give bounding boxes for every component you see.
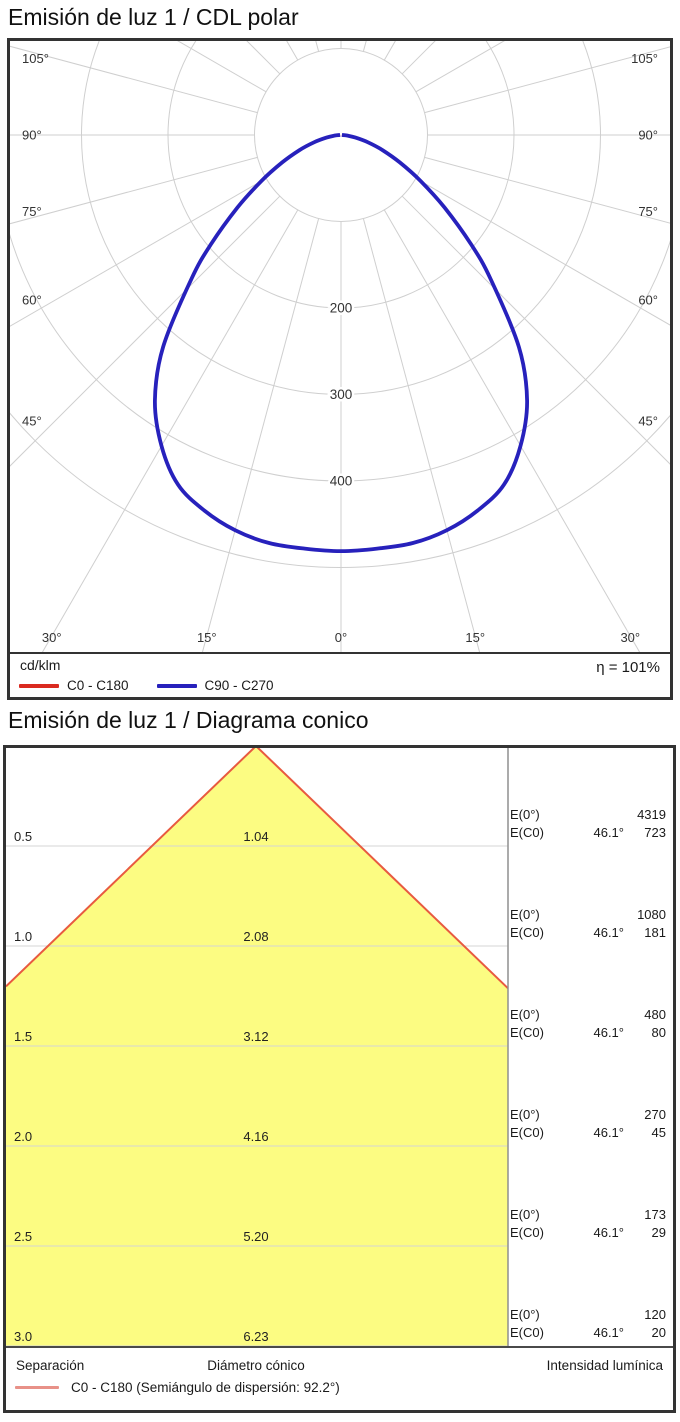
- e0-label: E(0°): [510, 1307, 540, 1322]
- polar-angle-tick-label: 60°: [22, 293, 42, 308]
- separation-value-label: 3.0: [14, 1329, 32, 1344]
- e0-value: 480: [644, 1007, 666, 1022]
- polar-angle-tick-label: 15°: [465, 630, 485, 645]
- e0-label: E(0°): [510, 1107, 540, 1122]
- ec0-value: 29: [651, 1225, 666, 1240]
- illuminance-row-1.0m: E(0°) 1080 E(C0) 46.1° 181: [510, 906, 673, 942]
- polar-diagram-panel: 0° 15° 15° 30° 30° 45° 45° 60° 60° 75° 75° 90° 90° 10…: [7, 38, 673, 700]
- polar-ring-value-label: 300: [330, 387, 353, 402]
- cone-diameter-value-label: 1.04: [243, 829, 268, 844]
- polar-angle-tick-label: 30°: [42, 630, 62, 645]
- polar-intensity-chart: 0° 15° 15° 30° 30° 45° 45° 60° 60° 75° 75° 90° 90° 10…: [10, 41, 670, 652]
- separation-value-label: 1.0: [14, 929, 32, 944]
- beam-half-angle: 46.1°: [593, 925, 624, 940]
- polar-angle-tick-label: 90°: [638, 128, 658, 143]
- polar-legend: cd/klm η = 101% C0 - C180 C90 - C270: [10, 652, 670, 697]
- illuminance-panel: E(0°) 4319 E(C0) 46.1° 723 E(0°) 1080 E(C0) 4…: [510, 748, 673, 1346]
- polar-ring-value-label: 200: [330, 301, 353, 316]
- cone-footer: Separación Diámetro cónico Intensidad lu…: [6, 1346, 673, 1410]
- ec0-value: 181: [644, 925, 666, 940]
- polar-angle-tick-label: 90°: [22, 128, 42, 143]
- e0-value: 270: [644, 1107, 666, 1122]
- polar-angle-tick-label: 105°: [631, 51, 658, 66]
- c90-c270-line-swatch: [156, 683, 197, 688]
- e0-label: E(0°): [510, 1207, 540, 1222]
- beam-half-angle: 46.1°: [593, 1025, 624, 1040]
- e0-value: 1080: [637, 907, 666, 922]
- separation-column-label: Separación: [16, 1358, 85, 1373]
- separation-value-label: 2.5: [14, 1229, 32, 1244]
- polar-angle-tick-label: 75°: [22, 204, 42, 219]
- polar-efficiency-label: η = 101%: [596, 659, 660, 676]
- polar-diagram-title: Emisión de luz 1 / CDL polar: [8, 4, 299, 30]
- e0-value: 173: [644, 1207, 666, 1222]
- polar-units-label: cd/klm: [20, 657, 61, 673]
- polar-angle-tick-label: 30°: [620, 630, 640, 645]
- illuminance-row-1.5m: E(0°) 480 E(C0) 46.1° 80: [510, 1006, 673, 1042]
- ec0-value: 80: [651, 1025, 666, 1040]
- polar-angle-tick-label: 0°: [335, 630, 347, 645]
- cone-diameter-value-label: 3.12: [243, 1029, 268, 1044]
- illuminance-row-2.0m: E(0°) 270 E(C0) 46.1° 45: [510, 1106, 673, 1142]
- cone-diagram-title: Emisión de luz 1 / Diagrama conico: [8, 707, 369, 733]
- e0-value: 4319: [637, 807, 666, 822]
- cone-legend: C0 - C180 (Semiángulo de dispersión: 92.…: [15, 1380, 340, 1395]
- cone-diameter-value-label: 4.16: [243, 1129, 268, 1144]
- polar-angle-tick-label: 75°: [638, 204, 658, 219]
- ec0-value: 45: [651, 1125, 666, 1140]
- beam-half-angle: 46.1°: [593, 825, 624, 840]
- beam-half-angle: 46.1°: [593, 1125, 624, 1140]
- cone-diameter-value-label: 6.23: [243, 1329, 268, 1344]
- ec0-label: E(C0): [510, 1225, 544, 1240]
- ec0-label: E(C0): [510, 1025, 544, 1040]
- polar-curve-c90-c270: [152, 133, 530, 553]
- c0-c180-line-swatch: [15, 1386, 59, 1389]
- e0-label: E(0°): [510, 1007, 540, 1022]
- ec0-label: E(C0): [510, 1325, 544, 1340]
- ec0-label: E(C0): [510, 825, 544, 840]
- polar-angle-tick-label: 45°: [22, 414, 42, 429]
- intensity-column-label: Intensidad lumínica: [546, 1358, 663, 1373]
- polar-angle-tick-label: 60°: [638, 293, 658, 308]
- cone-legend-label: C0 - C180 (Semiángulo de dispersión: 92.…: [71, 1380, 340, 1395]
- cone-left-edge: [6, 748, 256, 988]
- cone-diameter-value-label: 5.20: [243, 1229, 268, 1244]
- beam-half-angle: 46.1°: [593, 1325, 624, 1340]
- cone-diameter-value-label: 2.08: [243, 929, 268, 944]
- separation-value-label: 1.5: [14, 1029, 32, 1044]
- e0-value: 120: [644, 1307, 666, 1322]
- cone-diagram-panel: 0.5 1.04 1.0 2.08 1.5 3.12 2.0 4.16 2.5 5.20 3.0 6.…: [3, 745, 676, 1413]
- beam-half-angle: 46.1°: [593, 1225, 624, 1240]
- ec0-value: 723: [644, 825, 666, 840]
- ec0-label: E(C0): [510, 1125, 544, 1140]
- illuminance-row-0.5m: E(0°) 4319 E(C0) 46.1° 723: [510, 806, 673, 842]
- illuminance-row-3.0m: E(0°) 120 E(C0) 46.1° 20: [510, 1306, 673, 1342]
- c0-c180-legend-label: C0 - C180: [67, 678, 129, 693]
- e0-label: E(0°): [510, 807, 540, 822]
- separation-value-label: 2.0: [14, 1129, 32, 1144]
- cone-diagram-chart: 0.5 1.04 1.0 2.08 1.5 3.12 2.0 4.16 2.5 5.20 3.0 6.…: [6, 748, 509, 1346]
- polar-angle-tick-label: 45°: [638, 414, 658, 429]
- polar-legend-items: C0 - C180 C90 - C270: [19, 678, 274, 693]
- light-cone-shape: [6, 748, 508, 1346]
- separation-value-label: 0.5: [14, 829, 32, 844]
- c90-c270-legend-label: C90 - C270: [204, 678, 274, 693]
- ec0-value: 20: [651, 1325, 666, 1340]
- ec0-label: E(C0): [510, 925, 544, 940]
- polar-angle-tick-label: 105°: [22, 51, 49, 66]
- e0-label: E(0°): [510, 907, 540, 922]
- diameter-column-label: Diámetro cónico: [207, 1358, 305, 1373]
- illuminance-row-2.5m: E(0°) 173 E(C0) 46.1° 29: [510, 1206, 673, 1242]
- polar-ring-value-label: 400: [330, 474, 353, 489]
- polar-angle-tick-label: 15°: [197, 630, 217, 645]
- c0-c180-line-swatch: [19, 683, 59, 688]
- cone-right-edge: [256, 748, 509, 990]
